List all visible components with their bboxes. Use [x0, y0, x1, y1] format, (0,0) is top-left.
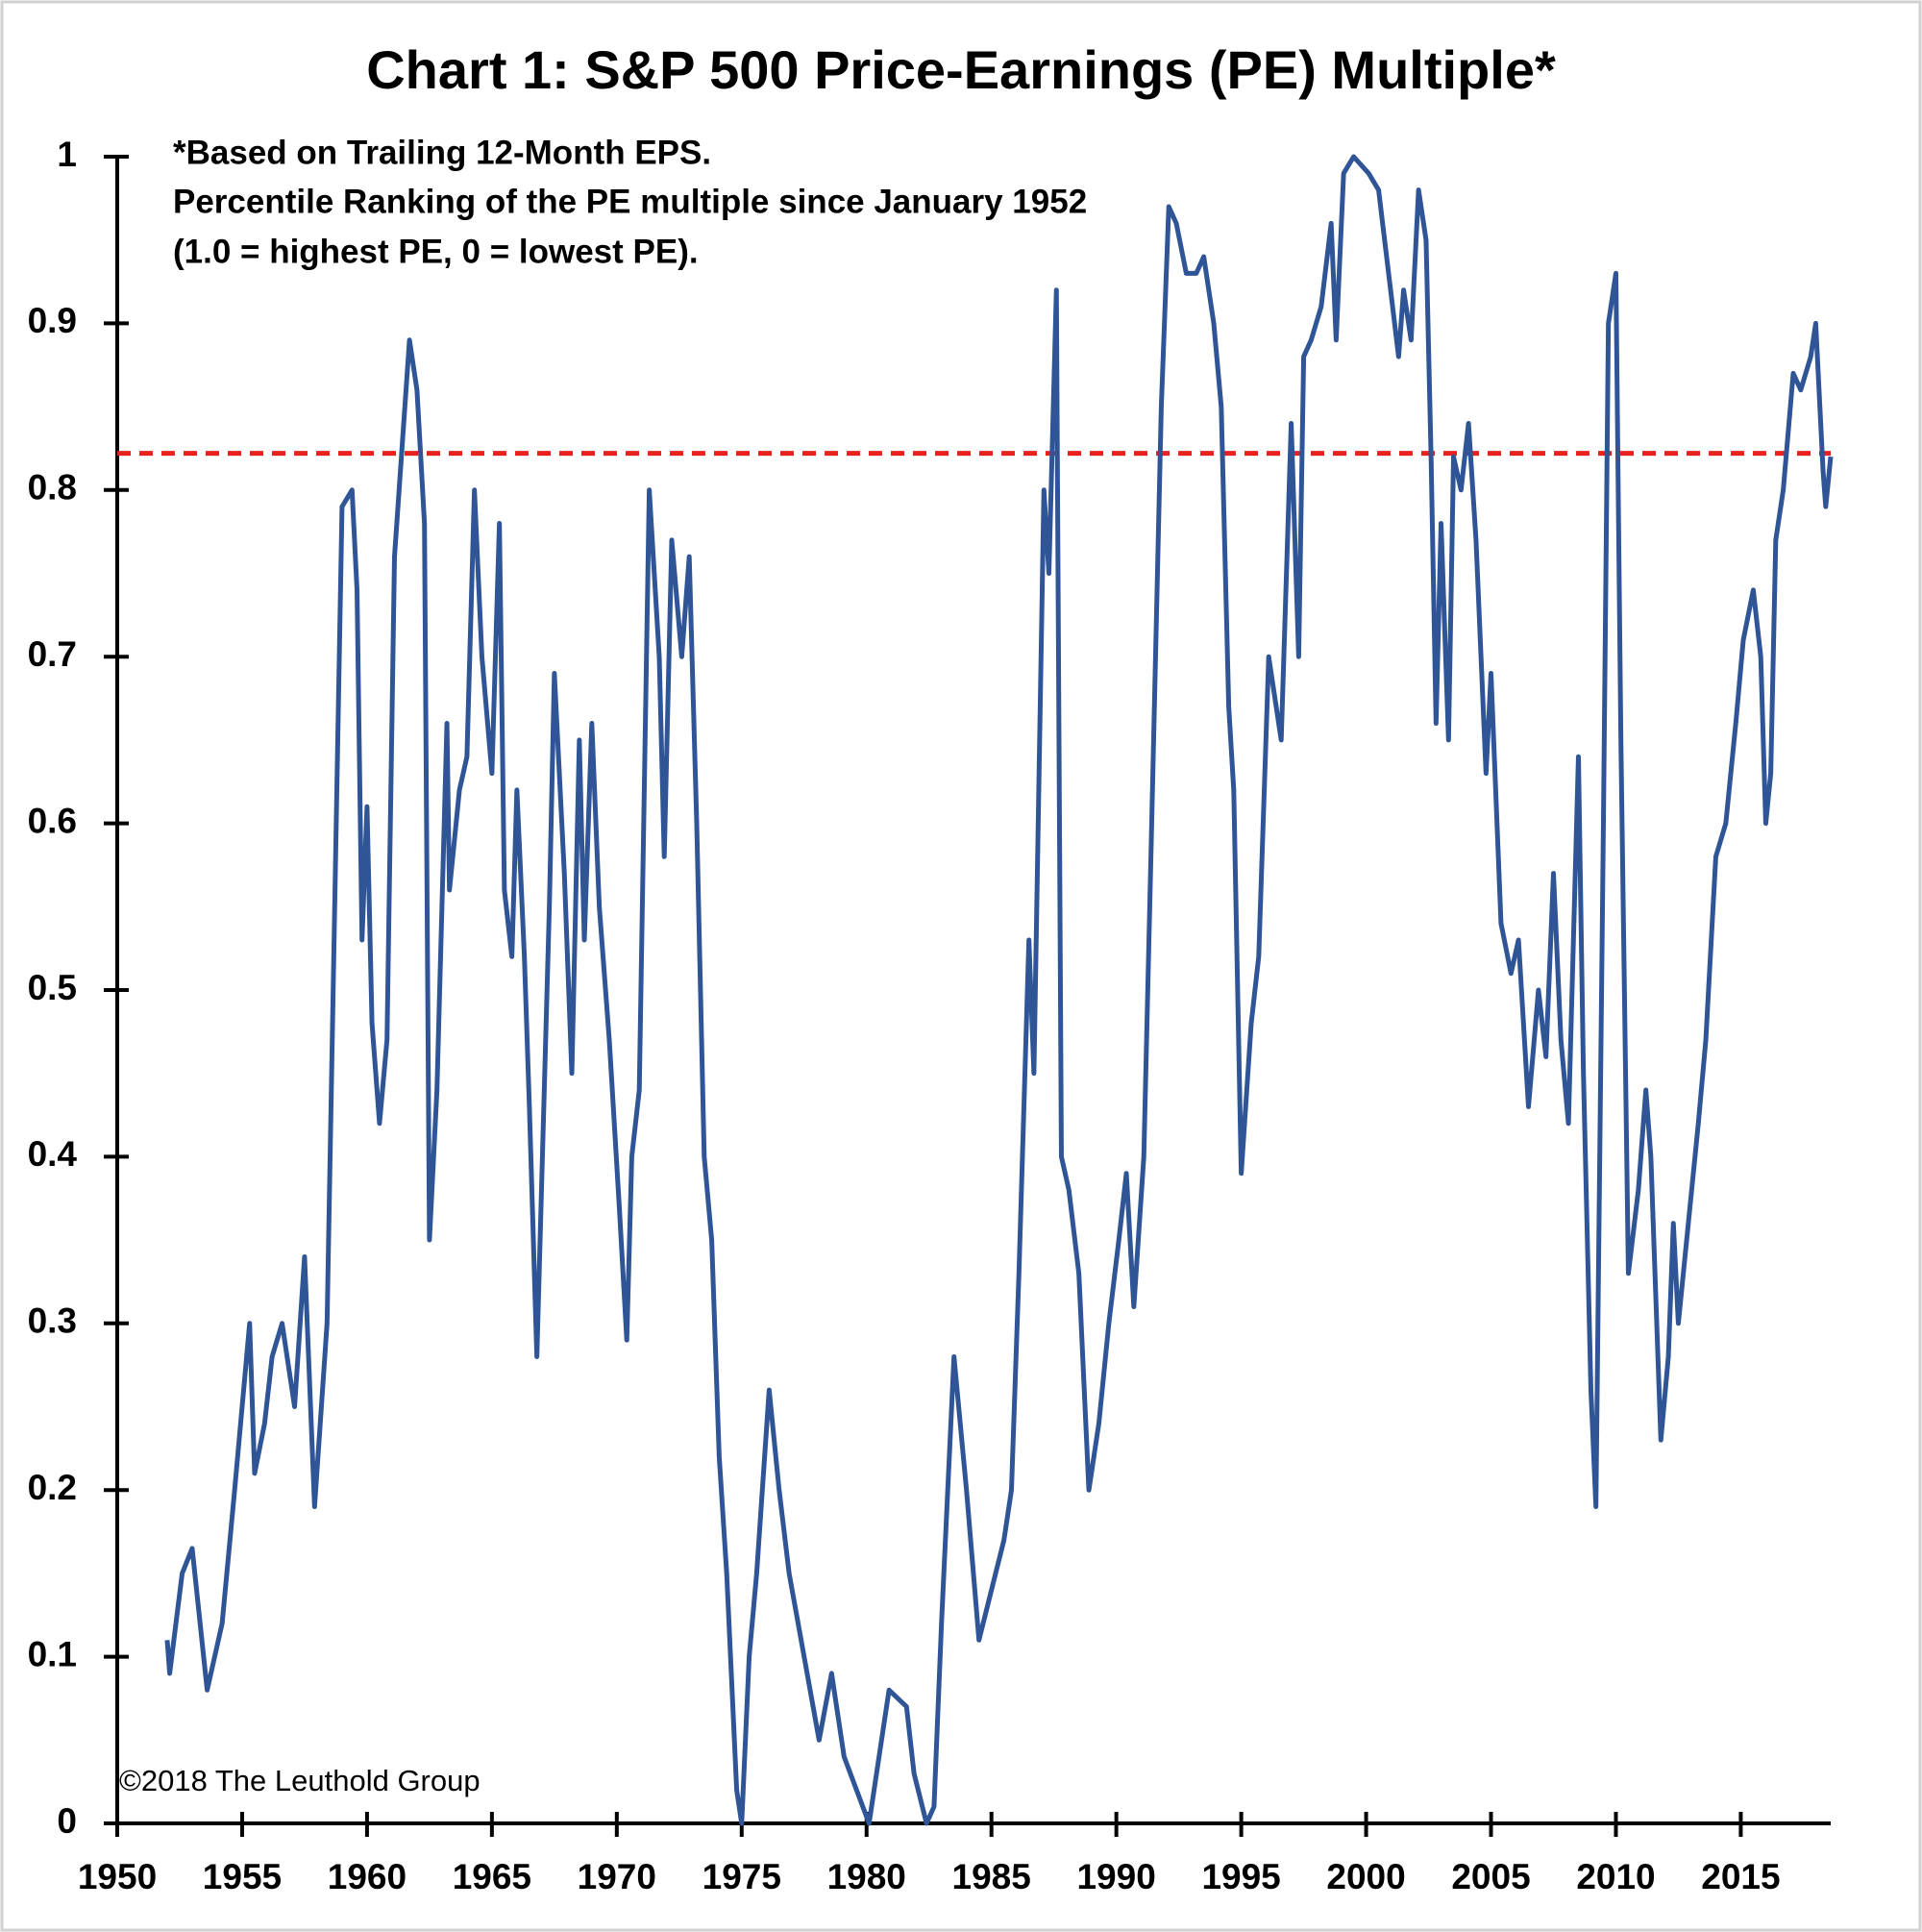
y-tick-label: 1 — [57, 135, 77, 174]
x-tick-label: 1995 — [1201, 1857, 1280, 1896]
x-tick-label: 1955 — [203, 1857, 282, 1896]
y-tick-label: 0.4 — [28, 1134, 78, 1174]
data-line — [164, 154, 1834, 1826]
y-tick-label: 0.7 — [28, 634, 77, 674]
x-tick-label: 2010 — [1576, 1857, 1655, 1896]
x-tick-label: 2000 — [1326, 1857, 1405, 1896]
y-tick-label: 0.5 — [28, 968, 77, 1007]
y-tick-label: 0.9 — [28, 301, 77, 340]
y-tick-label: 0 — [57, 1801, 77, 1841]
y-tick-label: 0.8 — [28, 468, 77, 508]
x-tick-label: 1980 — [827, 1857, 906, 1896]
annotation: (1.0 = highest PE, 0 = lowest PE). — [173, 233, 699, 270]
x-tick-label: 1965 — [453, 1857, 531, 1896]
x-tick-label: 1975 — [702, 1857, 781, 1896]
chart-title: Chart 1: S&P 500 Price-Earnings (PE) Mul… — [366, 39, 1556, 100]
x-tick-label: 2015 — [1701, 1857, 1780, 1896]
y-tick-label: 0.3 — [28, 1301, 77, 1341]
x-tick-label: 1970 — [578, 1857, 656, 1896]
y-tick-label: 0.2 — [28, 1468, 77, 1507]
x-tick-label: 1985 — [952, 1857, 1031, 1896]
x-tick-label: 2005 — [1451, 1857, 1530, 1896]
annotation: *Based on Trailing 12-Month EPS. — [173, 134, 711, 171]
y-tick-label: 0.6 — [28, 801, 77, 840]
source-note: ©2018 The Leuthold Group — [119, 1764, 480, 1797]
x-tick-label: 1960 — [328, 1857, 407, 1896]
x-tick-label: 1990 — [1076, 1857, 1155, 1896]
annotation: Percentile Ranking of the PE multiple si… — [173, 183, 1087, 220]
x-tick-label: 1950 — [78, 1857, 157, 1896]
y-tick-label: 0.1 — [28, 1634, 77, 1673]
